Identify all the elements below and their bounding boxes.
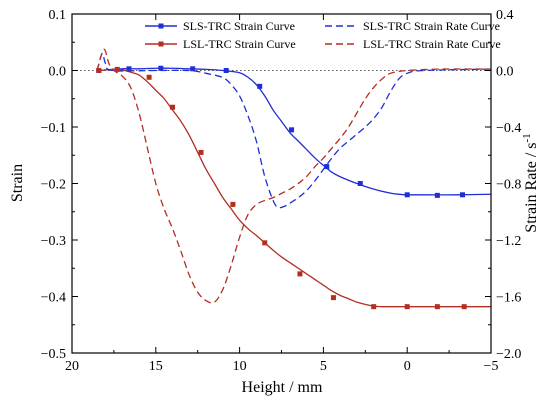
- sls-trc-strain-curve-marker: [223, 68, 229, 73]
- legend-label: SLS-TRC Strain Curve: [183, 19, 295, 33]
- lsl-trc-strain-curve-marker: [434, 304, 440, 310]
- legend-marker: [158, 23, 164, 29]
- lsl-trc-strain-curve-marker: [371, 304, 377, 310]
- lsl-trc-strain-curve-line: [98, 68, 491, 308]
- sls-trc-strain-curve-marker: [289, 127, 295, 133]
- lsl-trc-strain-rate-curve-line: [96, 48, 492, 304]
- right-y-axis-title: Strain Rate / s-1: [521, 133, 540, 232]
- x-tick-label: 20: [65, 359, 79, 374]
- x-tick-label: −5: [484, 359, 499, 374]
- legend: SLS-TRC Strain Curve LSL-TRC Strain Curve…: [145, 19, 501, 51]
- x-tick-label: 10: [233, 359, 247, 374]
- y-right-tick-label: −1.2: [496, 234, 521, 249]
- lsl-trc-strain-curve-marker: [404, 304, 410, 310]
- legend-entry-lsl-trc-strain-rate-curve: LSL-TRC Strain Rate Curve: [325, 37, 501, 51]
- y-right-tick-label: 0.4: [496, 8, 514, 23]
- y-left-tick-label: −0.5: [41, 347, 66, 362]
- y-left-tick-label: 0.1: [49, 8, 67, 23]
- x-tick-label: 15: [149, 359, 163, 374]
- tick-layer: 20 15 10 5 0 −5 0.1 0.0 −0.1 −0.2 −0.3 −0.4 −0.5 0.4 0…: [41, 8, 522, 374]
- sls-trc-strain-curve-marker: [357, 181, 363, 186]
- sls-trc-strain-curve-line: [98, 67, 492, 196]
- right-y-axis-title-superscript: -1: [521, 133, 533, 142]
- y-right-tick-label: −1.6: [496, 291, 521, 306]
- lsl-trc-strain-curve-marker: [198, 149, 204, 155]
- sls-trc-strain-curve-marker: [190, 66, 196, 72]
- left-y-axis-title: Strain: [9, 164, 26, 202]
- sls-trc-strain-curve-marker: [404, 192, 410, 198]
- lsl-trc-strain-curve-marker: [230, 201, 236, 207]
- legend-label: LSL-TRC Strain Rate Curve: [363, 37, 501, 51]
- legend-label: LSL-TRC Strain Curve: [183, 37, 296, 51]
- lsl-trc-strain-curve-marker: [170, 104, 176, 110]
- legend-label: SLS-TRC Strain Rate Curve: [363, 19, 500, 33]
- marker-layer: [96, 65, 467, 310]
- sls-trc-strain-curve-marker: [460, 192, 466, 198]
- legend-marker: [158, 41, 164, 47]
- right-y-axis-title-main: Strain Rate / s: [523, 142, 540, 232]
- lsl-trc-strain-curve-marker: [262, 240, 268, 246]
- legend-entry-lsl-trc-strain-curve: LSL-TRC Strain Curve: [145, 37, 296, 51]
- sls-trc-strain-curve-marker: [257, 83, 263, 89]
- lsl-trc-strain-curve-marker: [297, 271, 303, 277]
- lsl-trc-strain-curve-marker: [330, 295, 336, 301]
- y-right-tick-label: −0.4: [496, 121, 521, 136]
- y-right-tick-label: 0.0: [496, 65, 514, 80]
- series-layer: [96, 48, 492, 308]
- y-left-tick-label: −0.1: [41, 121, 66, 136]
- y-right-tick-label: −2.0: [496, 347, 521, 362]
- x-axis-title: Height / mm: [242, 379, 323, 396]
- sls-trc-strain-curve-marker: [158, 65, 164, 71]
- y-left-tick-label: 0.0: [49, 65, 67, 80]
- y-right-tick-label: −0.8: [496, 178, 521, 193]
- lsl-trc-strain-curve-marker: [461, 304, 467, 310]
- lsl-trc-strain-curve-marker: [96, 68, 102, 73]
- legend-entry-sls-trc-strain-curve: SLS-TRC Strain Curve: [145, 19, 295, 33]
- x-tick-label: 5: [320, 359, 327, 374]
- lsl-trc-strain-curve-marker: [114, 66, 120, 72]
- plot-frame: [71, 13, 492, 354]
- sls-trc-strain-curve-marker: [434, 192, 440, 198]
- x-tick-label: 0: [404, 359, 411, 374]
- y-left-tick-label: −0.2: [41, 178, 66, 193]
- y-left-tick-label: −0.3: [41, 234, 66, 249]
- sls-trc-strain-curve-marker: [324, 164, 330, 170]
- sls-trc-strain-rate-curve-line: [96, 52, 492, 209]
- lsl-trc-strain-curve-marker: [146, 74, 152, 80]
- y-left-tick-label: −0.4: [41, 291, 66, 306]
- legend-entry-sls-trc-strain-rate-curve: SLS-TRC Strain Rate Curve: [325, 19, 500, 33]
- sls-trc-strain-curve-marker: [126, 66, 132, 72]
